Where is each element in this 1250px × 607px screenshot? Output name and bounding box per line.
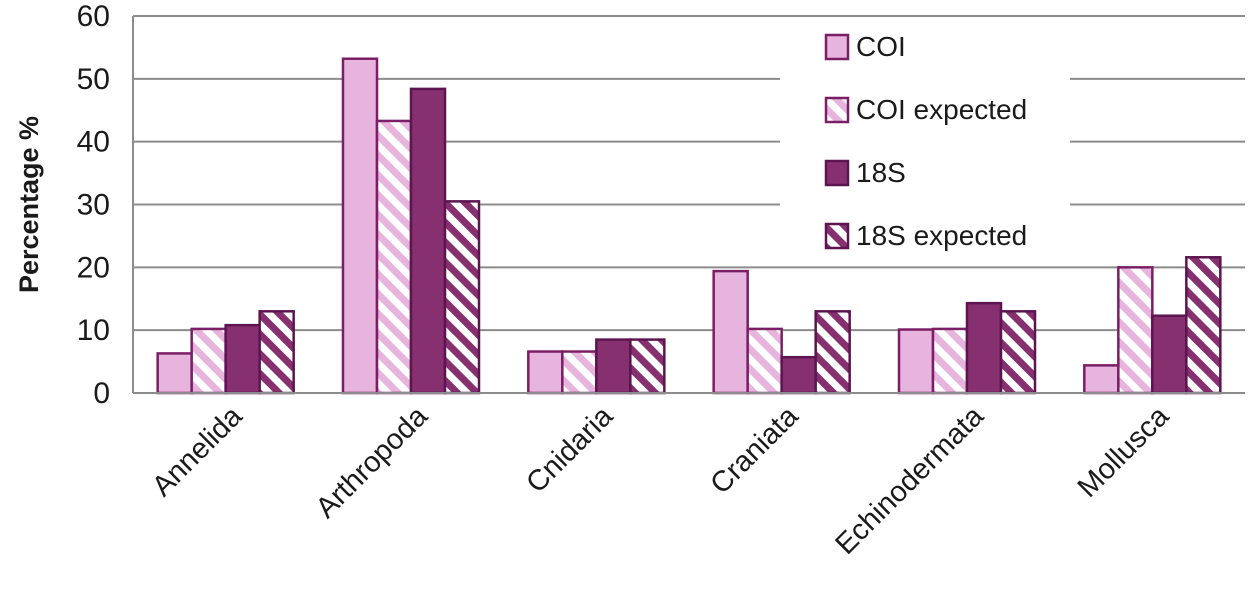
y-tick-label: 30 [77, 189, 110, 222]
bar-coi-expected-arthropoda [375, 119, 413, 395]
legend-swatch-18s-expected [824, 222, 850, 250]
bars [156, 57, 1222, 395]
legend: COI COI expected 18S 18S expected [780, 18, 1070, 256]
y-tick-label: 10 [77, 314, 110, 347]
bar-coi-cnidaria [527, 350, 564, 395]
bar-coi-craniata [712, 269, 749, 395]
gridlines [133, 15, 1245, 332]
bar-coi-arthropoda [341, 57, 379, 395]
x-category-label: Mollusca [1072, 400, 1176, 504]
x-category-label: Echinodermata [829, 400, 990, 561]
legend-label-coi-expected: COI expected [856, 94, 1027, 125]
y-tick-label: 60 [77, 0, 110, 33]
bar-coi-expected-cnidaria [561, 350, 598, 395]
bar-coi-annelida [156, 352, 193, 395]
bar-coi-echinodermata [897, 328, 935, 395]
bar-18s-expected-annelida [258, 310, 295, 395]
bar-18s-expected-craniata [814, 310, 851, 395]
legend-swatch-coi [824, 33, 850, 61]
bar-18s-mollusca [1151, 314, 1188, 395]
y-tick-label: 50 [77, 63, 110, 96]
bar-18s-echinodermata [965, 301, 1003, 395]
bar-coi-expected-craniata [746, 327, 783, 395]
bar-coi-expected-mollusca [1117, 266, 1154, 395]
bar-18s-cnidaria [595, 338, 632, 395]
bar-18s-expected-mollusca [1185, 256, 1222, 395]
bar-coi-expected-annelida [190, 327, 227, 395]
x-category-label: Cnidaria [520, 400, 620, 500]
bar-18s-annelida [224, 323, 261, 395]
bar-18s-expected-cnidaria [629, 338, 666, 395]
legend-label-18s: 18S [856, 157, 906, 188]
y-tick-label: 40 [77, 126, 110, 159]
y-axis-title: Percentage % [14, 116, 44, 293]
x-category-label: Arthropoda [310, 400, 435, 525]
bar-18s-expected-echinodermata [999, 310, 1037, 395]
bar-18s-craniata [780, 355, 817, 395]
bar-18s-expected-arthropoda [443, 200, 481, 395]
legend-label-coi: COI [856, 31, 906, 62]
x-category-label: Craniata [704, 400, 805, 501]
bar-coi-mollusca [1083, 364, 1120, 395]
legend-swatch-18s [824, 159, 850, 187]
bar-coi-expected-echinodermata [931, 327, 969, 395]
bar-18s-arthropoda [409, 87, 447, 395]
y-tick-label: 20 [77, 251, 110, 284]
x-category-label: Annelida [146, 400, 249, 503]
y-tick-label: 0 [93, 377, 110, 410]
legend-label-18s-expected: 18S expected [856, 220, 1027, 251]
legend-swatch-coi-expected [824, 96, 850, 124]
